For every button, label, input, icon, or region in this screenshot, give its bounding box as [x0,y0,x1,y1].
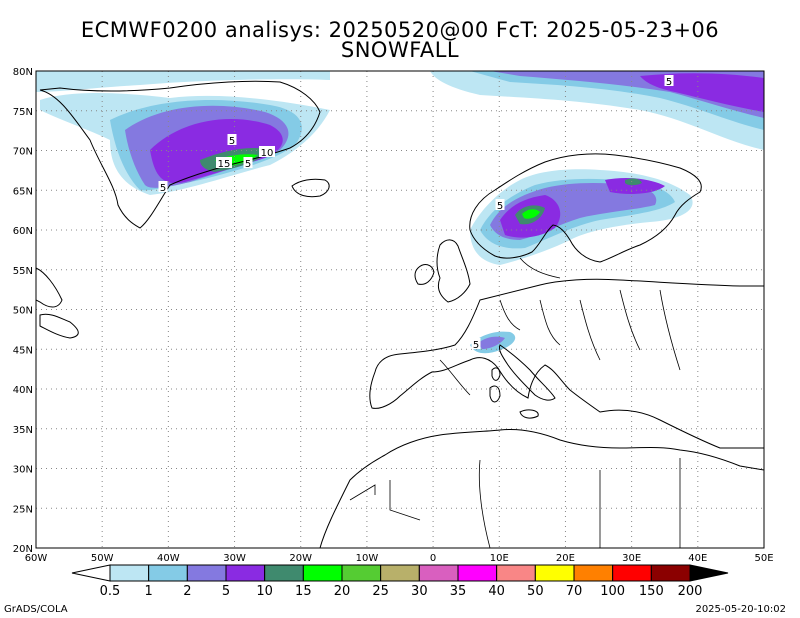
lat-label: 50N [13,306,33,317]
colorbar-swatch [573,564,614,582]
contour-label-bg [495,199,505,210]
colorbar-level-label: 30 [411,584,428,599]
lat-label: 80N [13,67,33,78]
contour-label: 5 [245,159,251,170]
colorbar-level-label: 200 [677,584,703,599]
contour-label-bg [471,338,481,349]
lon-label: 40W [157,553,180,564]
contour-label-bg [664,75,674,86]
colorbar-swatch [457,564,498,582]
colorbar-swatch [650,564,691,582]
contour-label-bg [243,157,253,168]
contour-label: 5 [473,340,479,351]
lon-label: 30E [622,553,641,564]
colorbar-level-label: 100 [600,584,626,599]
lat-label: 55N [13,266,33,277]
lat-label: 70N [13,147,33,158]
contour-label-bg [227,134,237,145]
colorbar-left-arrow [71,564,111,582]
contour-label: 5 [497,201,503,212]
coastlines [35,80,765,549]
contour-label-bg [259,146,275,157]
contour-label: 5 [229,136,235,147]
lat-label: 25N [13,504,33,515]
contour-label: 5 [666,77,672,88]
latitude-labels: 80N 75N 70N 65N 60N 55N 50N 45N 40N 35N 30N 25N 20N [13,67,33,555]
contour-label: 15 [218,159,231,170]
colorbar-swatch [109,564,150,582]
colorbar-swatch [341,564,382,582]
colorbar-level-label: 1 [144,584,153,599]
footer-timestamp: 2025-05-20-10:02 [695,604,786,615]
map-frame [35,70,765,549]
colorbar-swatch [380,564,420,582]
colorbar-level-label: 2 [183,584,192,599]
contour-label: 5 [160,183,166,194]
lat-label: 20N [13,544,33,555]
contour-label-bg [158,181,168,192]
colorbar-level-label: 150 [638,584,664,599]
lon-label: 30W [223,553,246,564]
lat-label: 40N [13,385,33,396]
map-subtitle: SNOWFALL [340,38,460,62]
lon-label: 20E [556,553,575,564]
lon-label: 60W [25,553,48,564]
colorbar-level-label: 70 [565,584,583,599]
colorbar-level-label: 35 [449,584,467,599]
lat-label: 30N [13,465,33,476]
lon-label: 50E [754,553,773,564]
colorbar-swatch [148,564,188,582]
colorbar-level-label: 10 [256,584,273,599]
lon-label: 50W [91,553,114,564]
colorbar [71,564,729,582]
colorbar-swatch [534,564,575,582]
contour-label-bg [216,157,232,168]
colorbar-level-label: 15 [295,584,312,599]
lat-label: 75N [13,107,33,118]
lon-label: 0 [430,553,436,564]
colorbar-right-arrow [689,564,729,582]
lat-label: 60N [13,226,33,237]
colorbar-level-label: 25 [372,584,389,599]
map-title: ECMWF0200 analisys: 20250520@00 FcT: 202… [80,18,720,42]
country-borders [349,257,681,549]
lon-label: 20W [289,553,312,564]
snowfall-shading [36,71,764,354]
colorbar-level-label: 0.5 [99,584,121,599]
colorbar-swatch [496,564,536,582]
colorbar-level-label: 20 [333,584,351,599]
colorbar-level-label: 40 [488,584,505,599]
lat-label: 35N [13,425,33,436]
lon-label: 40E [688,553,707,564]
colorbar-swatch [186,564,227,582]
colorbar-swatch [612,564,652,582]
lat-label: 65N [13,186,33,197]
contour-label: 10 [261,148,274,159]
colorbar-swatch [264,564,304,582]
colorbar-level-label: 5 [221,584,231,599]
longitude-labels: 60W 50W 40W 30W 20W 10W 0 10E 20E 30E 40E 50E [25,553,774,564]
colorbar-swatch [225,564,266,582]
lon-label: 10W [356,553,379,564]
colorbar-swatch [418,564,459,582]
colorbar-swatch [302,564,343,582]
footer-credit: GrADS/COLA [4,604,68,615]
lon-label: 10E [490,553,509,564]
contour-labels: 5 5 10 15 5 5 5 5 [158,75,674,351]
lat-label: 45N [13,345,33,356]
colorbar-level-label: 50 [527,584,544,599]
